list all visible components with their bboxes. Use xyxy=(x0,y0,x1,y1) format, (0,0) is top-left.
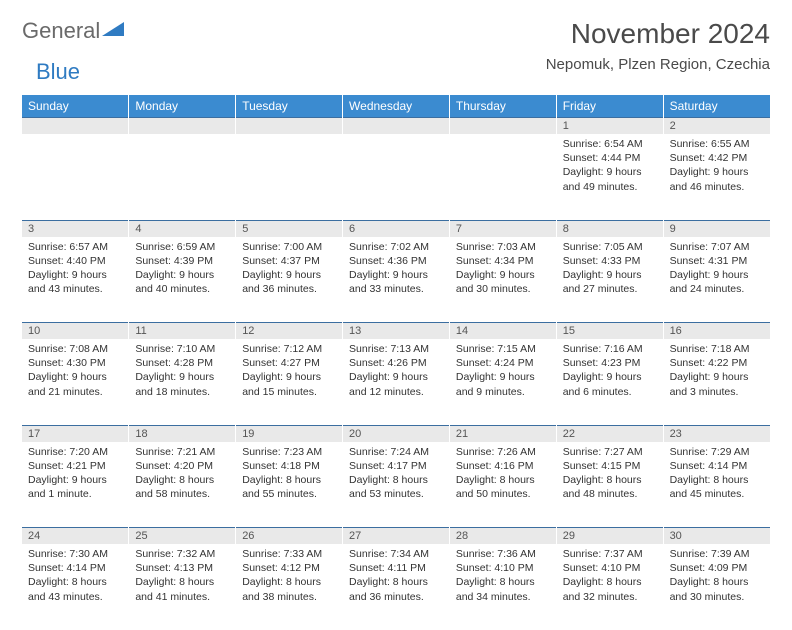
day-content-cell: Sunrise: 7:30 AMSunset: 4:14 PMDaylight:… xyxy=(22,544,129,630)
week-daynum-row: 17181920212223 xyxy=(22,425,770,442)
day-header: Saturday xyxy=(663,95,770,118)
week-daynum-row: 12 xyxy=(22,118,770,135)
day-number-cell xyxy=(449,118,556,135)
day-number-cell: 12 xyxy=(236,323,343,340)
day-header: Thursday xyxy=(449,95,556,118)
day-content-cell: Sunrise: 7:05 AMSunset: 4:33 PMDaylight:… xyxy=(556,237,663,323)
day-number-cell: 30 xyxy=(663,528,770,545)
day-content-cell: Sunrise: 6:57 AMSunset: 4:40 PMDaylight:… xyxy=(22,237,129,323)
day-number-cell: 24 xyxy=(22,528,129,545)
logo-triangle-icon xyxy=(102,20,124,43)
day-number-cell: 21 xyxy=(449,425,556,442)
day-number-cell: 13 xyxy=(343,323,450,340)
day-content-cell: Sunrise: 7:39 AMSunset: 4:09 PMDaylight:… xyxy=(663,544,770,630)
day-content-cell: Sunrise: 7:33 AMSunset: 4:12 PMDaylight:… xyxy=(236,544,343,630)
day-number-cell: 4 xyxy=(129,220,236,237)
day-number-cell: 25 xyxy=(129,528,236,545)
day-number-cell xyxy=(236,118,343,135)
day-header-row: SundayMondayTuesdayWednesdayThursdayFrid… xyxy=(22,95,770,118)
day-number-cell: 1 xyxy=(556,118,663,135)
day-number-cell: 28 xyxy=(449,528,556,545)
week-content-row: Sunrise: 7:20 AMSunset: 4:21 PMDaylight:… xyxy=(22,442,770,528)
day-content-cell xyxy=(129,134,236,220)
day-number-cell: 7 xyxy=(449,220,556,237)
logo-text-general: General xyxy=(22,18,100,44)
day-header: Tuesday xyxy=(236,95,343,118)
day-content-cell: Sunrise: 7:03 AMSunset: 4:34 PMDaylight:… xyxy=(449,237,556,323)
logo: General xyxy=(22,18,126,44)
day-number-cell: 10 xyxy=(22,323,129,340)
day-content-cell: Sunrise: 6:54 AMSunset: 4:44 PMDaylight:… xyxy=(556,134,663,220)
day-number-cell: 19 xyxy=(236,425,343,442)
day-number-cell: 17 xyxy=(22,425,129,442)
day-content-cell: Sunrise: 7:32 AMSunset: 4:13 PMDaylight:… xyxy=(129,544,236,630)
logo-text-blue: Blue xyxy=(36,59,80,84)
day-number-cell: 20 xyxy=(343,425,450,442)
day-content-cell: Sunrise: 7:00 AMSunset: 4:37 PMDaylight:… xyxy=(236,237,343,323)
day-content-cell: Sunrise: 7:15 AMSunset: 4:24 PMDaylight:… xyxy=(449,339,556,425)
day-content-cell: Sunrise: 6:59 AMSunset: 4:39 PMDaylight:… xyxy=(129,237,236,323)
day-content-cell: Sunrise: 7:16 AMSunset: 4:23 PMDaylight:… xyxy=(556,339,663,425)
day-content-cell xyxy=(343,134,450,220)
week-daynum-row: 24252627282930 xyxy=(22,528,770,545)
day-header: Friday xyxy=(556,95,663,118)
week-content-row: Sunrise: 6:57 AMSunset: 4:40 PMDaylight:… xyxy=(22,237,770,323)
day-number-cell: 18 xyxy=(129,425,236,442)
day-content-cell: Sunrise: 7:13 AMSunset: 4:26 PMDaylight:… xyxy=(343,339,450,425)
day-number-cell: 22 xyxy=(556,425,663,442)
day-content-cell: Sunrise: 7:36 AMSunset: 4:10 PMDaylight:… xyxy=(449,544,556,630)
day-content-cell: Sunrise: 7:10 AMSunset: 4:28 PMDaylight:… xyxy=(129,339,236,425)
day-number-cell: 14 xyxy=(449,323,556,340)
week-daynum-row: 3456789 xyxy=(22,220,770,237)
day-content-cell: Sunrise: 7:24 AMSunset: 4:17 PMDaylight:… xyxy=(343,442,450,528)
day-number-cell: 6 xyxy=(343,220,450,237)
day-content-cell: Sunrise: 7:27 AMSunset: 4:15 PMDaylight:… xyxy=(556,442,663,528)
day-content-cell xyxy=(449,134,556,220)
week-content-row: Sunrise: 6:54 AMSunset: 4:44 PMDaylight:… xyxy=(22,134,770,220)
day-content-cell: Sunrise: 7:21 AMSunset: 4:20 PMDaylight:… xyxy=(129,442,236,528)
calendar-table: SundayMondayTuesdayWednesdayThursdayFrid… xyxy=(22,95,770,630)
day-number-cell: 27 xyxy=(343,528,450,545)
day-content-cell: Sunrise: 7:37 AMSunset: 4:10 PMDaylight:… xyxy=(556,544,663,630)
day-header: Wednesday xyxy=(343,95,450,118)
day-header: Monday xyxy=(129,95,236,118)
day-number-cell: 11 xyxy=(129,323,236,340)
week-daynum-row: 10111213141516 xyxy=(22,323,770,340)
day-content-cell: Sunrise: 7:26 AMSunset: 4:16 PMDaylight:… xyxy=(449,442,556,528)
day-content-cell: Sunrise: 7:18 AMSunset: 4:22 PMDaylight:… xyxy=(663,339,770,425)
day-number-cell: 23 xyxy=(663,425,770,442)
day-content-cell: Sunrise: 7:02 AMSunset: 4:36 PMDaylight:… xyxy=(343,237,450,323)
day-content-cell: Sunrise: 7:23 AMSunset: 4:18 PMDaylight:… xyxy=(236,442,343,528)
day-content-cell xyxy=(236,134,343,220)
day-number-cell xyxy=(343,118,450,135)
day-content-cell: Sunrise: 6:55 AMSunset: 4:42 PMDaylight:… xyxy=(663,134,770,220)
day-number-cell: 16 xyxy=(663,323,770,340)
day-number-cell: 2 xyxy=(663,118,770,135)
day-number-cell: 9 xyxy=(663,220,770,237)
day-content-cell: Sunrise: 7:12 AMSunset: 4:27 PMDaylight:… xyxy=(236,339,343,425)
day-number-cell: 8 xyxy=(556,220,663,237)
day-number-cell: 15 xyxy=(556,323,663,340)
day-number-cell: 29 xyxy=(556,528,663,545)
week-content-row: Sunrise: 7:30 AMSunset: 4:14 PMDaylight:… xyxy=(22,544,770,630)
day-header: Sunday xyxy=(22,95,129,118)
week-content-row: Sunrise: 7:08 AMSunset: 4:30 PMDaylight:… xyxy=(22,339,770,425)
day-content-cell: Sunrise: 7:29 AMSunset: 4:14 PMDaylight:… xyxy=(663,442,770,528)
title-block: November 2024 Nepomuk, Plzen Region, Cze… xyxy=(546,18,770,73)
day-number-cell: 26 xyxy=(236,528,343,545)
day-number-cell: 5 xyxy=(236,220,343,237)
location: Nepomuk, Plzen Region, Czechia xyxy=(546,56,770,73)
month-title: November 2024 xyxy=(546,18,770,50)
day-content-cell: Sunrise: 7:20 AMSunset: 4:21 PMDaylight:… xyxy=(22,442,129,528)
day-number-cell xyxy=(22,118,129,135)
day-content-cell: Sunrise: 7:07 AMSunset: 4:31 PMDaylight:… xyxy=(663,237,770,323)
day-content-cell: Sunrise: 7:08 AMSunset: 4:30 PMDaylight:… xyxy=(22,339,129,425)
day-content-cell: Sunrise: 7:34 AMSunset: 4:11 PMDaylight:… xyxy=(343,544,450,630)
day-content-cell xyxy=(22,134,129,220)
day-number-cell: 3 xyxy=(22,220,129,237)
day-number-cell xyxy=(129,118,236,135)
